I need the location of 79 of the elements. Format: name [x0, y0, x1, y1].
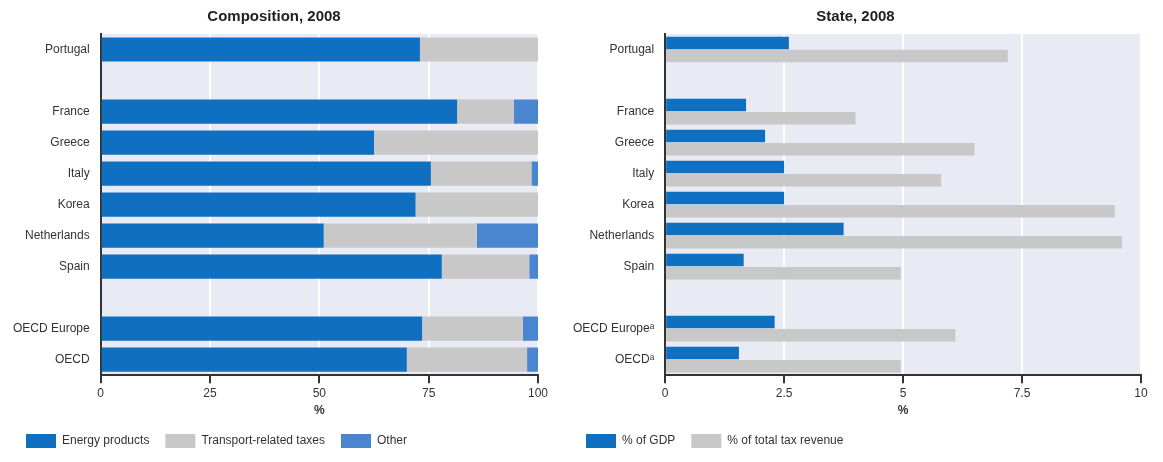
legend-label: % of GDP: [622, 433, 676, 448]
bar: [406, 347, 528, 372]
y-tick-label: OECD Europe: [13, 320, 91, 335]
y-tick-label: OECD: [55, 352, 91, 366]
y-tick-label: Portugal: [609, 41, 655, 56]
x-axis-title: %: [897, 403, 909, 418]
bar: [457, 99, 514, 124]
y-tick-label: OECD Europeᵃ: [572, 320, 655, 335]
bar: [527, 347, 538, 372]
legend-label: Other: [376, 433, 408, 448]
y-tick-label: Netherlands: [24, 227, 90, 242]
bar: [666, 204, 1115, 218]
bar: [666, 36, 789, 50]
bar: [666, 253, 744, 267]
bar: [101, 37, 420, 62]
bar: [666, 266, 901, 280]
bar: [666, 360, 901, 373]
y-tick-label: Spain: [623, 258, 655, 273]
x-tick-label: 2.5: [775, 385, 793, 400]
x-tick-label: 75: [422, 385, 436, 400]
y-tick-label: Spain: [59, 258, 90, 273]
bar: [419, 37, 538, 62]
bar: [666, 346, 739, 360]
bar: [101, 192, 416, 217]
bar: [531, 161, 538, 186]
y-tick-label: Korea: [622, 196, 655, 211]
y-tick-label: Italy: [632, 165, 655, 180]
y-tick-label: Netherlands: [589, 227, 655, 242]
bar: [415, 192, 538, 217]
bar: [101, 316, 423, 341]
y-tick-label: Greece: [50, 134, 91, 149]
bar: [101, 254, 442, 279]
bar: [666, 111, 856, 125]
bar: [101, 130, 375, 155]
bar: [529, 254, 538, 279]
y-tick-label: Korea: [57, 196, 91, 211]
chart-title: Composition, 2008: [207, 7, 341, 25]
bar: [101, 161, 431, 186]
x-axis-title: %: [314, 403, 326, 418]
y-tick-label: Greece: [614, 134, 655, 149]
bar: [666, 160, 785, 174]
legend-label: Transport-related taxes: [201, 433, 325, 448]
x-tick-label: 0: [661, 385, 669, 400]
bar: [666, 191, 785, 205]
bar: [422, 316, 523, 341]
bar: [441, 254, 530, 279]
bar: [666, 173, 942, 187]
x-tick-label: 10: [1134, 385, 1148, 400]
y-tick-label: Italy: [67, 165, 90, 180]
legend-label: % of total tax revenue: [727, 433, 844, 448]
bar: [430, 161, 532, 186]
x-tick-label: 100: [527, 385, 549, 400]
bar: [323, 223, 477, 248]
bar: [522, 316, 538, 341]
bar: [666, 142, 975, 156]
x-tick-label: 50: [312, 385, 327, 400]
x-tick-label: 5: [899, 385, 907, 400]
x-tick-label: 7.5: [1013, 385, 1031, 400]
y-tick-label: France: [52, 103, 91, 118]
bar: [666, 235, 1122, 249]
bar: [476, 223, 538, 248]
legend-label: Energy products: [62, 433, 150, 448]
x-tick-label: 0: [97, 385, 105, 400]
y-tick-label: Portugal: [45, 41, 90, 56]
chart-title: State, 2008: [816, 7, 895, 25]
bar: [374, 130, 538, 155]
y-tick-label: OECDᵃ: [615, 352, 655, 366]
bar: [101, 99, 458, 124]
bar: [101, 347, 407, 372]
bar: [101, 223, 324, 248]
bar: [666, 329, 956, 342]
bar: [666, 49, 1008, 63]
bar: [513, 99, 538, 124]
y-tick-label: France: [616, 103, 655, 118]
x-tick-label: 25: [203, 385, 218, 400]
bar: [666, 222, 844, 236]
bar: [666, 129, 766, 143]
bar: [666, 98, 747, 112]
bar: [666, 315, 775, 329]
